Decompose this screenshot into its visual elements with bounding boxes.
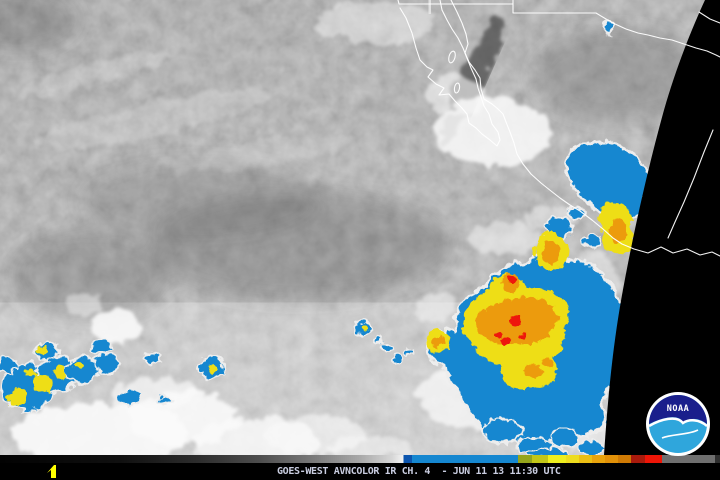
storm-cluster-west xyxy=(0,337,223,410)
noaa-logo-label: NOAA xyxy=(667,404,689,414)
satellite-view xyxy=(0,0,720,455)
yellow-marker-icon xyxy=(47,465,56,478)
caption-bar: GOES-WEST AVNCOLOR IR CH. 4 - JUN 11 13 … xyxy=(0,463,720,480)
scan-edge-space xyxy=(604,0,720,455)
coastlines-overlay xyxy=(397,0,720,257)
caption-text: GOES-WEST AVNCOLOR IR CH. 4 - JUN 11 13 … xyxy=(277,466,561,477)
noaa-logo: NOAA xyxy=(646,392,710,456)
enhancement-colorbar xyxy=(0,455,720,463)
storm-cluster-coastal xyxy=(532,141,645,267)
white-cloud-masses xyxy=(5,0,624,455)
